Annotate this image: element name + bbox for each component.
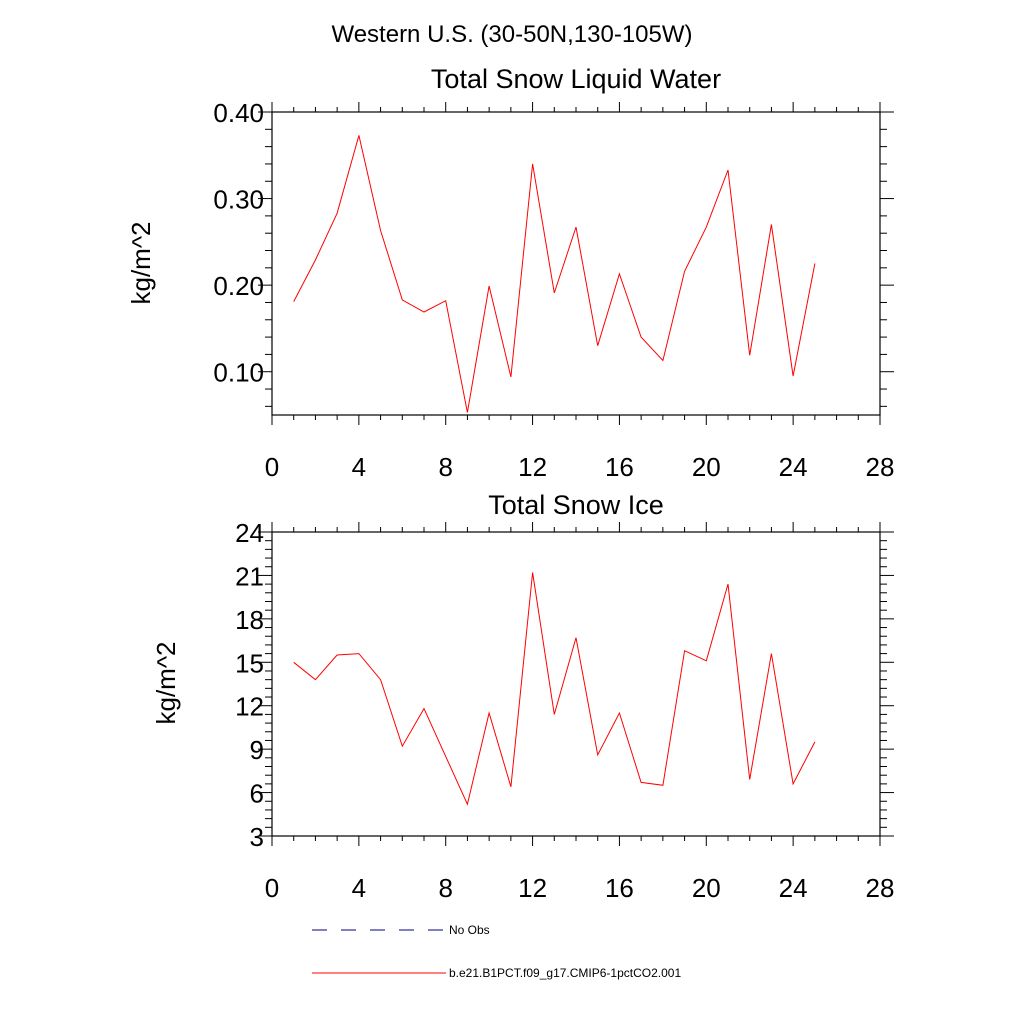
legend: No Obs b.e21.B1PCT.f09_g17.CMIP6-1pctCO2… — [312, 923, 681, 980]
panel-snow-ice: Total Snow Ice kg/m^2 0 4 8 12 16 20 24 28 3 6 9 12… — [151, 490, 894, 903]
y-tick-label: 6 — [250, 779, 264, 809]
y-tick-label: 3 — [250, 822, 264, 852]
legend-item-model-run: b.e21.B1PCT.f09_g17.CMIP6-1pctCO2.001 — [312, 966, 681, 980]
x-tick-label: 28 — [866, 873, 895, 903]
y-tick-label: 18 — [235, 605, 264, 635]
x-tick-label: 8 — [438, 873, 452, 903]
y-tick-label: 9 — [250, 735, 264, 765]
x-tick-label: 28 — [866, 452, 895, 482]
y-tick-label: 0.20 — [213, 271, 264, 301]
figure-title: Western U.S. (30-50N,130-105W) — [331, 21, 692, 48]
x-tick-label: 20 — [692, 873, 721, 903]
x-tick-label: 20 — [692, 452, 721, 482]
y-axis-title: kg/m^2 — [126, 221, 156, 304]
x-tick-label: 0 — [265, 873, 279, 903]
x-tick-label: 24 — [779, 873, 808, 903]
panel-snow-liquid-water: Total Snow Liquid Water kg/m^2 0 4 8 12 16 20… — [126, 64, 894, 482]
axes: 0 4 8 12 16 20 24 28 0.10 0.20 0.30 0.40 — [213, 98, 894, 482]
y-axis-title: kg/m^2 — [151, 641, 181, 724]
y-tick-label: 15 — [235, 648, 264, 678]
series-line — [293, 135, 816, 413]
x-tick-label: 4 — [352, 452, 366, 482]
x-tick-label: 16 — [605, 873, 634, 903]
y-tick-label: 0.40 — [213, 98, 264, 128]
x-tick-label: 12 — [518, 452, 547, 482]
y-tick-label: 12 — [235, 692, 264, 722]
y-tick-label: 24 — [235, 518, 264, 548]
plot-area — [293, 572, 816, 806]
legend-label: No Obs — [449, 923, 490, 937]
series-line — [293, 572, 816, 806]
y-tick-label: 0.10 — [213, 358, 264, 388]
x-tick-label: 0 — [265, 452, 279, 482]
x-tick-label: 24 — [779, 452, 808, 482]
plot-area — [293, 135, 816, 413]
y-tick-label: 21 — [235, 561, 264, 591]
legend-label: b.e21.B1PCT.f09_g17.CMIP6-1pctCO2.001 — [449, 966, 681, 980]
y-tick-label: 0.30 — [213, 185, 264, 215]
axes: 0 4 8 12 16 20 24 28 3 6 9 12 15 18 21 24 — [235, 518, 894, 903]
panel-title: Total Snow Ice — [488, 490, 664, 520]
x-tick-label: 12 — [518, 873, 547, 903]
legend-item-no-obs: No Obs — [312, 923, 490, 937]
panel-title: Total Snow Liquid Water — [431, 64, 721, 94]
x-tick-label: 8 — [438, 452, 452, 482]
x-tick-label: 16 — [605, 452, 634, 482]
x-tick-label: 4 — [352, 873, 366, 903]
